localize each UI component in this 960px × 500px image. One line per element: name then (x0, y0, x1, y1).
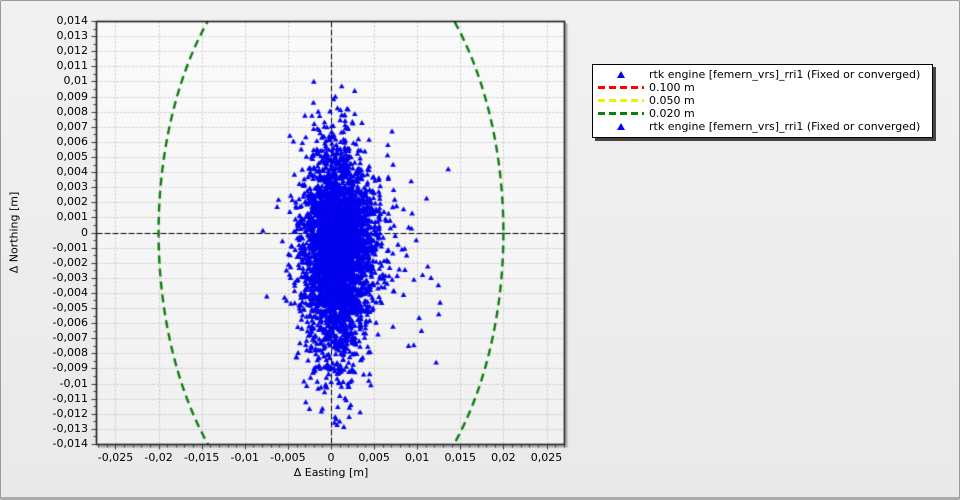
y-tick-label: 0,012 (56, 44, 89, 58)
y-tick-label: -0,005 (52, 301, 88, 315)
y-tick-label: -0,006 (52, 316, 88, 330)
y-tick-label: -0,008 (52, 346, 88, 360)
legend-entry-label: 0.100 m (649, 81, 695, 94)
x-tick-label: 0,025 (530, 451, 563, 464)
x-axis-title: Δ Easting [m] (293, 466, 369, 479)
legend-entry-label: rtk engine [femern_vrs]_rri1 (Fixed or c… (649, 68, 921, 81)
y-tick-label: 0,004 (56, 165, 89, 179)
y-tick-label: 0,014 (56, 14, 89, 27)
y-tick-label: 0,01 (63, 74, 89, 88)
y-tick-label: 0,008 (56, 104, 89, 118)
legend: rtk engine [femern_vrs]_rri1 (Fixed or c… (592, 64, 933, 138)
y-tick-label: -0,013 (52, 421, 88, 435)
legend-dash-icon (593, 86, 649, 89)
y-tick-label: 0 (81, 225, 88, 239)
y-tick-label: -0,007 (52, 331, 88, 345)
y-tick-label: -0,01 (59, 376, 88, 390)
legend-entry: 0.050 m (593, 94, 932, 107)
y-tick-label: -0,004 (52, 285, 88, 299)
legend-entry-label: 0.050 m (649, 94, 695, 107)
x-tick-label: 0,005 (358, 451, 390, 464)
y-tick-label: -0,014 (52, 437, 88, 450)
x-tick-label: 0,015 (444, 451, 477, 464)
scatter-chart: 0,014 0,013 0,012 0,011 0,01 0,009 0,008 0,007 0… (1, 1, 586, 497)
y-tick-label: -0,011 (52, 391, 88, 405)
y-tick-label: 0,011 (56, 59, 89, 73)
x-tick-label: -0,01 (230, 451, 260, 464)
legend-triangle-icon (593, 71, 649, 78)
y-tick-label: 0,001 (56, 210, 89, 224)
plot-canvas[interactable] (1, 1, 586, 497)
x-tick-label: -0,02 (144, 451, 173, 464)
x-tick-label: -0,015 (183, 451, 220, 464)
x-tick-label: -0,005 (270, 451, 306, 464)
legend-entry: rtk engine [femern_vrs]_rri1 (Fixed or c… (593, 68, 932, 81)
y-tick-label: 0,007 (56, 119, 89, 133)
legend-entry-label: 0.020 m (649, 107, 695, 120)
y-tick-label: 0,006 (56, 134, 89, 148)
y-tick-label: 0,002 (56, 195, 89, 209)
y-tick-label: -0,001 (52, 240, 88, 254)
y-tick-label: 0,005 (56, 149, 89, 163)
y-tick-label: -0,012 (52, 406, 88, 420)
y-axis-title: Δ Northing [m] (7, 191, 21, 274)
y-tick-label: 0,003 (56, 180, 89, 194)
x-tick-label: 0 (327, 451, 335, 464)
legend-entry: 0.100 m (593, 81, 932, 94)
legend-triangle-icon (593, 123, 649, 130)
legend-entry: 0.020 m (593, 107, 932, 120)
y-tick-label: -0,002 (52, 255, 88, 269)
legend-entry-label: rtk engine [femern_vrs]_rri1 (Fixed or c… (649, 120, 921, 133)
y-tick-label: 0,009 (56, 89, 89, 103)
y-tick-label: 0,013 (56, 29, 89, 43)
legend-entry: rtk engine [femern_vrs]_rri1 (Fixed or c… (593, 120, 932, 133)
legend-dash-icon (593, 99, 649, 102)
y-tick-label: -0,009 (52, 361, 88, 375)
y-tick-label: -0,003 (52, 270, 88, 284)
x-tick-label: 0,02 (491, 451, 516, 464)
x-tick-label: 0,01 (404, 451, 430, 464)
legend-dash-icon (593, 112, 649, 115)
x-tick-label: -0,025 (97, 451, 134, 464)
